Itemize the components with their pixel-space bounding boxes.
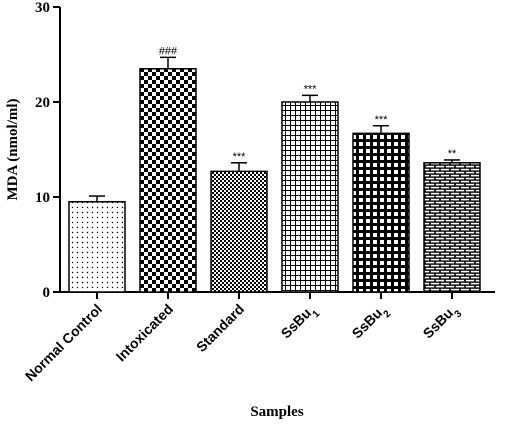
significance-label: *** [375, 114, 389, 126]
bar [210, 170, 268, 293]
y-tick-label: 0 [43, 285, 51, 301]
y-tick-label: 10 [35, 190, 50, 206]
bar [423, 162, 481, 293]
y-axis-label: MDA (nmol/ml) [5, 98, 21, 200]
x-tick-label: SsBu3 [420, 300, 465, 345]
significance-label: ** [448, 148, 457, 160]
x-axis-label: Samples [250, 404, 304, 420]
y-tick-label: 30 [35, 0, 50, 16]
bar [68, 201, 126, 293]
x-tick-label: Standard [193, 301, 247, 355]
x-tick-label: Normal Control [22, 301, 105, 384]
bar [139, 68, 197, 293]
bar [281, 101, 339, 293]
significance-label: ### [159, 45, 178, 57]
y-tick-label: 20 [35, 95, 50, 111]
x-tick-label: Intoxicated [113, 301, 177, 365]
significance-label: *** [233, 151, 247, 163]
x-tick-label: SsBu1 [278, 300, 323, 345]
bar [352, 132, 410, 293]
significance-label: *** [304, 83, 318, 95]
x-tick-label: SsBu2 [349, 300, 394, 345]
plot-area: 0 10 20 30 Normal Control ### Intoxicated *** St… [22, 0, 495, 384]
